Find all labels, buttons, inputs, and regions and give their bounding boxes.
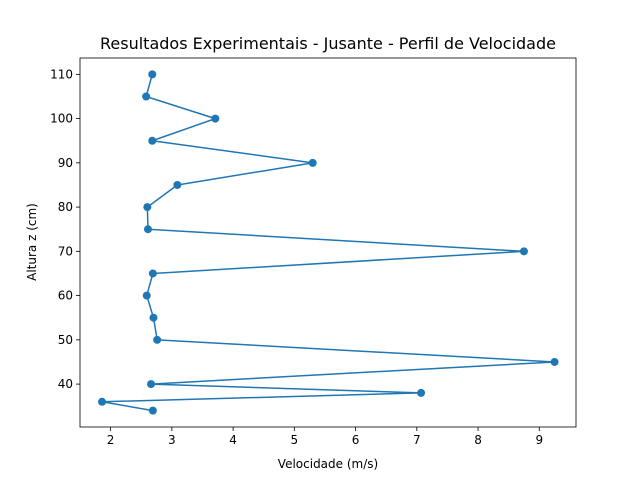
- y-tick-label: 70: [58, 244, 73, 258]
- data-point: [417, 388, 426, 397]
- x-tick-label: 3: [168, 433, 176, 447]
- y-axis-label: Altura z (cm): [25, 203, 39, 281]
- x-tick-label: 6: [352, 433, 360, 447]
- y-tick-label: 50: [58, 333, 73, 347]
- y-tick-label: 100: [50, 112, 73, 126]
- data-point: [308, 158, 317, 167]
- plot-area: 2 3 4 5 6 7 8 9 40 50 60 70 80 90 100 110: [50, 57, 577, 447]
- data-point: [147, 380, 156, 389]
- data-point: [148, 406, 157, 415]
- data-point: [98, 397, 107, 406]
- y-tick-label: 90: [58, 156, 73, 170]
- data-point: [143, 203, 152, 212]
- series-line: [101, 74, 556, 412]
- data-point: [143, 225, 152, 234]
- y-tick-label: 110: [50, 67, 73, 81]
- data-point: [149, 313, 158, 322]
- x-tick-label: 8: [474, 433, 482, 447]
- x-tick-label: 4: [229, 433, 237, 447]
- x-tick-label: 2: [107, 433, 115, 447]
- data-point: [142, 92, 151, 101]
- data-point: [211, 114, 220, 123]
- y-tick-label: 40: [58, 377, 73, 391]
- data-point: [142, 291, 151, 300]
- plot-frame: [79, 57, 577, 428]
- data-point: [173, 180, 182, 189]
- x-tick-label: 5: [291, 433, 299, 447]
- data-point: [148, 136, 157, 145]
- data-point: [550, 357, 559, 366]
- y-tick-label: 60: [58, 289, 73, 303]
- x-axis-label: Velocidade (m/s): [278, 457, 378, 471]
- data-point: [519, 247, 528, 256]
- x-tick-label: 9: [535, 433, 543, 447]
- chart-title: Resultados Experimentais - Jusante - Per…: [100, 34, 556, 53]
- data-point: [153, 335, 162, 344]
- x-tick-label: 7: [413, 433, 421, 447]
- data-point: [148, 269, 157, 278]
- y-tick-label: 80: [58, 200, 73, 214]
- data-point: [148, 70, 157, 79]
